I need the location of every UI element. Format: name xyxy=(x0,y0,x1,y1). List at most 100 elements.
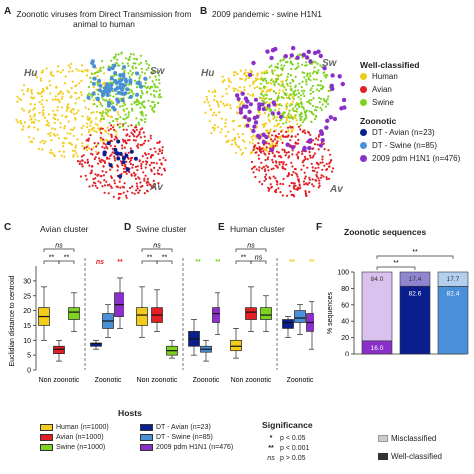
scatter-point xyxy=(128,170,131,174)
scatter-point xyxy=(85,74,89,77)
f-legend: Misclassified Well-classified xyxy=(378,432,442,462)
scatter-point xyxy=(250,136,253,139)
scatter-point xyxy=(299,98,302,101)
scatter-point xyxy=(300,85,303,89)
scatter-point xyxy=(78,82,81,85)
pdm-point xyxy=(261,132,266,137)
scatter-point xyxy=(82,154,85,157)
scatter-point xyxy=(128,55,131,58)
scatter-point xyxy=(29,103,32,106)
scatter-point xyxy=(122,128,125,131)
scatter-point xyxy=(129,53,133,56)
scatter-point xyxy=(322,98,326,101)
scatter-point xyxy=(125,194,128,197)
scatter-point xyxy=(305,117,308,120)
scatter-point xyxy=(146,184,149,187)
pdm-point xyxy=(245,99,250,104)
pdm-point xyxy=(252,124,257,129)
scatter-point xyxy=(139,144,142,147)
scatter-point xyxy=(56,109,59,112)
pdm-point xyxy=(251,60,256,66)
scatter-point xyxy=(79,175,83,178)
scatter-point xyxy=(280,96,283,99)
scatter-point xyxy=(74,117,77,120)
panel-f-title: Zoonotic sequences xyxy=(344,227,427,237)
scatter-point xyxy=(290,103,293,106)
scatter-point xyxy=(281,84,284,87)
scatter-point xyxy=(30,117,33,120)
scatter-point xyxy=(280,80,283,83)
scatter-point xyxy=(271,72,274,75)
scatter-point xyxy=(60,90,63,93)
scatter-point xyxy=(135,126,138,129)
scatter-point xyxy=(86,126,89,129)
scatter-point xyxy=(224,118,227,121)
scatter-point xyxy=(271,161,274,164)
scatter-point xyxy=(285,107,288,110)
scatter-point xyxy=(135,98,138,101)
scatter-point xyxy=(52,116,55,119)
scatter-point xyxy=(227,130,230,134)
scatter-point xyxy=(46,123,49,126)
scatter-point xyxy=(304,110,307,114)
scatter-point xyxy=(132,92,135,95)
pdm-point xyxy=(264,134,269,140)
scatter-point xyxy=(99,120,102,123)
scatter-point xyxy=(285,130,288,133)
scatter-point xyxy=(96,82,99,85)
scatter-point xyxy=(317,166,320,169)
scatter-point xyxy=(138,177,141,180)
scatter-point xyxy=(153,95,156,98)
scatter-point xyxy=(67,103,70,106)
scatter-point xyxy=(283,91,286,94)
scatter-point xyxy=(95,130,98,134)
scatter-point xyxy=(26,89,29,93)
scatter-point xyxy=(84,106,87,109)
scatter-point xyxy=(316,143,319,146)
scatter-point xyxy=(251,151,254,154)
scatter-point xyxy=(49,134,52,137)
scatter-point xyxy=(139,54,142,57)
pdm-point xyxy=(269,55,274,61)
scatter-point xyxy=(237,125,240,128)
scatter-point xyxy=(40,95,43,98)
legend-item-swine: Swine xyxy=(360,96,472,109)
scatter-point xyxy=(225,92,228,95)
scatter-point xyxy=(151,80,154,83)
scatter-point xyxy=(32,108,35,111)
pdm-point xyxy=(301,52,306,57)
scatter-point xyxy=(136,169,139,172)
scatter-point xyxy=(274,109,277,112)
scatter-point xyxy=(123,69,126,72)
scatter-point xyxy=(249,84,252,87)
scatter-point xyxy=(309,156,312,159)
scatter-point xyxy=(310,120,313,123)
scatter-point xyxy=(113,155,116,158)
scatter-point xyxy=(125,172,128,175)
scatter-point xyxy=(132,171,136,174)
scatter-point xyxy=(281,148,284,151)
label-sw-b: Sw xyxy=(322,58,337,69)
scatter-point xyxy=(236,145,239,148)
scatter-point xyxy=(309,74,312,77)
y-tick-label: 20 xyxy=(341,335,349,342)
scatter-point xyxy=(158,89,161,92)
scatter-point xyxy=(262,149,265,153)
scatter-point xyxy=(112,56,115,59)
scatter-point xyxy=(142,160,145,163)
scatter-point xyxy=(297,92,301,95)
scatter-point xyxy=(126,139,130,142)
scatter-point xyxy=(115,117,118,121)
scatter-point xyxy=(128,160,131,163)
scatter-point xyxy=(312,185,315,188)
scatter-point xyxy=(149,156,153,159)
scatter-point xyxy=(75,68,78,71)
scatter-point xyxy=(266,166,269,169)
scatter-point xyxy=(129,159,133,162)
scatter-point xyxy=(148,164,152,167)
scatter-point xyxy=(282,183,285,186)
scatter-point xyxy=(141,92,144,95)
scatter-point xyxy=(135,128,138,131)
scatter-point xyxy=(154,150,157,153)
scatter-point xyxy=(318,96,321,99)
